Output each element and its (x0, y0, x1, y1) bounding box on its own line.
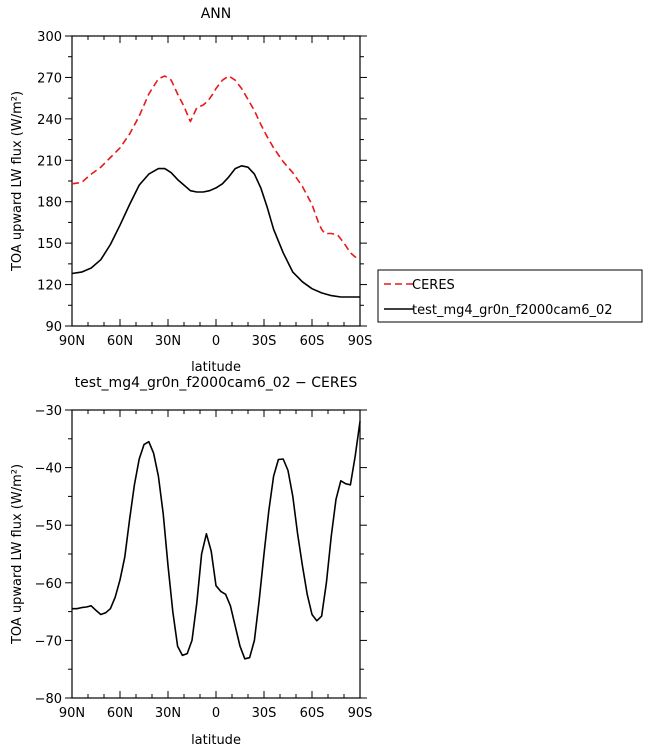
top-y-tick-label: 210 (37, 154, 62, 169)
bottom-x-tick-label: 30S (252, 706, 277, 721)
top-y-tick-label: 180 (37, 196, 62, 211)
top-x-tick-label: 30N (155, 334, 181, 349)
top-y-tick-label: 150 (37, 237, 62, 252)
legend-ceres-label: CERES (412, 278, 455, 293)
bottom-x-axis-title: latitude (191, 733, 241, 748)
bottom-x-tick-label: 90N (59, 706, 85, 721)
top-x-tick-label: 30S (252, 334, 277, 349)
bottom-x-tick-label: 60S (300, 706, 325, 721)
bottom-series-line-0 (72, 421, 361, 660)
top-chart-title: ANN (201, 6, 232, 22)
top-y-axis-title: TOA upward LW flux (W/m²) (10, 91, 25, 272)
bottom-plot-frame (71, 409, 361, 699)
top-x-tick-label: 90S (348, 334, 373, 349)
top-plot-frame (71, 35, 361, 327)
legend-box (377, 269, 643, 323)
bottom-y-tick-label: −50 (35, 519, 62, 534)
top-x-tick-label: 60N (107, 334, 133, 349)
bottom-x-tick-label: 0 (212, 706, 220, 721)
top-y-tick-label: 270 (37, 71, 62, 86)
top-y-tick-label: 90 (45, 320, 62, 335)
top-x-axis-title: latitude (191, 360, 241, 375)
bottom-x-tick-label: 30N (155, 706, 181, 721)
top-y-tick-label: 120 (37, 279, 62, 294)
top-x-tick-label: 60S (300, 334, 325, 349)
bottom-panel: test_mg4_gr0n_f2000cam6_02 − CERES 90N 60… (10, 375, 372, 748)
bottom-y-tick-label: −40 (35, 462, 62, 477)
top-series-line-0 (71, 75, 361, 260)
bottom-x-tick-label: 60N (107, 706, 133, 721)
legend-test-label: test_mg4_gr0n_f2000cam6_02 (412, 303, 613, 318)
top-x-tick-label: 0 (212, 334, 220, 349)
top-x-tick-label: 90N (59, 334, 85, 349)
bottom-y-tick-label: −80 (35, 692, 62, 707)
top-series-line-1 (71, 165, 360, 298)
top-panel: ANN 90N 60N 30N 0 30S 60S 90S 90 120 150 180 210 240… (10, 6, 372, 375)
bottom-y-axis-title: TOA upward LW flux (W/m²) (10, 464, 25, 645)
bottom-chart-title: test_mg4_gr0n_f2000cam6_02 − CERES (75, 375, 358, 391)
top-y-tick-label: 300 (37, 30, 62, 45)
bottom-y-tick-label: −30 (35, 404, 62, 419)
legend: CERES test_mg4_gr0n_f2000cam6_02 (377, 269, 643, 323)
bottom-y-tick-label: −70 (35, 634, 62, 649)
top-y-tick-label: 240 (37, 113, 62, 128)
bottom-y-tick-label: −60 (35, 577, 62, 592)
bottom-x-tick-label: 90S (348, 706, 373, 721)
